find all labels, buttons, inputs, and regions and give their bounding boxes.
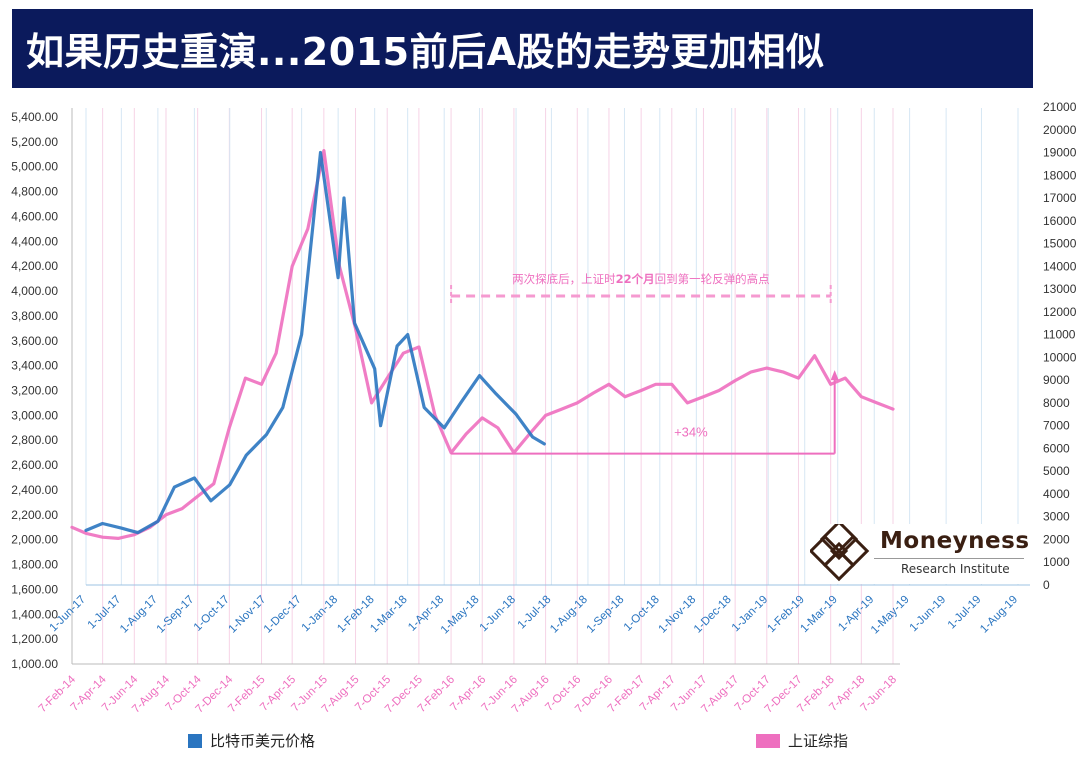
- blue-date-label: 1-Sep-17: [155, 594, 197, 636]
- left-axis-tick-label: 2,600.00: [11, 458, 58, 472]
- left-axis-tick-label: 5,000.00: [11, 160, 58, 174]
- left-axis-tick-label: 3,800.00: [11, 309, 58, 323]
- blue-date-label: 1-Dec-17: [262, 594, 304, 636]
- blue-date-label: 1-Aug-17: [118, 594, 160, 636]
- right-axis-tick-label: 17000: [1043, 191, 1077, 205]
- right-axis-tick-label: 19000: [1043, 146, 1077, 160]
- blue-date-label: 1-Nov-17: [226, 594, 268, 636]
- legend-label-sh: 上证综指: [788, 732, 849, 750]
- left-axis-tick-label: 2,800.00: [11, 433, 58, 447]
- left-axis-tick-label: 4,600.00: [11, 209, 58, 223]
- bracket-note: 两次探底后，上证时22个月回到第一轮反弹的高点: [512, 272, 770, 286]
- right-axis-tick-label: 14000: [1043, 259, 1077, 273]
- left-axis-tick-label: 4,000.00: [11, 284, 58, 298]
- legend-swatch-sh: [756, 733, 780, 748]
- blue-date-label: 1-Sep-18: [585, 594, 627, 636]
- right-axis-tick-label: 3000: [1043, 510, 1070, 524]
- title-bar: 如果历史重演...2015前后A股的走势更加相似: [12, 9, 1033, 88]
- left-axis-tick-label: 4,200.00: [11, 259, 58, 273]
- left-axis-tick-label: 3,600.00: [11, 334, 58, 348]
- left-axis-tick-label: 1,600.00: [11, 582, 58, 596]
- right-axis-tick-label: 5000: [1043, 464, 1070, 478]
- blue-date-label: 1-Dec-18: [692, 594, 734, 636]
- left-axis-tick-label: 1,800.00: [11, 558, 58, 572]
- gain-arrowhead: [830, 370, 839, 381]
- left-axis-tick-label: 1,200.00: [11, 632, 58, 646]
- right-axis-tick-label: 4000: [1043, 487, 1070, 501]
- right-axis-tick-label: 6000: [1043, 441, 1070, 455]
- brand-divider: [874, 558, 1024, 559]
- left-axis-tick-label: 5,400.00: [11, 110, 58, 124]
- brand-logo: Moneyness Research Institute: [808, 519, 1030, 584]
- left-axis-tick-label: 1,000.00: [11, 657, 58, 671]
- left-axis-tick-label: 4,800.00: [11, 185, 58, 199]
- left-axis-tick-label: 2,400.00: [11, 483, 58, 497]
- right-axis-tick-label: 13000: [1043, 282, 1077, 296]
- blue-date-label: 1-Jan-19: [730, 594, 771, 635]
- right-axis-tick-label: 16000: [1043, 214, 1077, 228]
- right-axis-tick-label: 8000: [1043, 396, 1070, 410]
- left-axis-tick-label: 1,400.00: [11, 607, 58, 621]
- blue-date-label: 1-Jul-18: [516, 594, 554, 632]
- blue-date-label: 1-Jun-19: [908, 594, 949, 635]
- series-line-shanghai: [70, 149, 895, 541]
- legend-item-sh: 上证综指: [756, 730, 848, 751]
- series-line-bitcoin: [84, 150, 546, 535]
- blue-date-label: 1-Nov-18: [657, 594, 699, 636]
- right-axis-tick-label: 18000: [1043, 168, 1077, 182]
- right-axis-tick-label: 15000: [1043, 237, 1077, 251]
- moneyness-logo-icon: [808, 519, 870, 582]
- blue-date-label: 1-Jul-19: [946, 594, 984, 632]
- left-axis-tick-label: 5,200.00: [11, 135, 58, 149]
- blue-date-label: 1-Jun-18: [478, 594, 519, 635]
- legend-item-btc: 比特币美元价格: [188, 730, 315, 751]
- left-axis-tick-label: 3,000.00: [11, 408, 58, 422]
- left-axis-tick-label: 2,000.00: [11, 533, 58, 547]
- right-axis-tick-label: 0: [1043, 578, 1050, 592]
- brand-subtitle: Research Institute: [901, 562, 1010, 576]
- left-axis-tick-label: 3,400.00: [11, 359, 58, 373]
- blue-date-label: 1-Aug-19: [978, 594, 1020, 636]
- right-axis-tick-label: 9000: [1043, 373, 1070, 387]
- blue-date-label: 1-Jan-18: [300, 594, 341, 635]
- right-axis-tick-label: 10000: [1043, 350, 1077, 364]
- brand-name: Moneyness: [880, 528, 1030, 554]
- blue-date-label: 1-Aug-18: [548, 594, 590, 636]
- right-axis-tick-label: 11000: [1043, 328, 1076, 342]
- right-axis-tick-label: 20000: [1043, 123, 1077, 137]
- legend-label-btc: 比特币美元价格: [210, 732, 316, 750]
- page-title: 如果历史重演...2015前后A股的走势更加相似: [26, 30, 825, 74]
- right-axis-tick-label: 2000: [1043, 532, 1070, 546]
- left-axis-tick-label: 2,200.00: [11, 508, 58, 522]
- right-axis-tick-label: 7000: [1043, 419, 1070, 433]
- blue-date-label: 1-May-18: [439, 594, 482, 637]
- legend-swatch-btc: [188, 733, 202, 748]
- left-axis-tick-label: 4,400.00: [11, 234, 58, 248]
- gain-label: +34%: [674, 425, 708, 440]
- blue-date-label: 1-May-19: [869, 594, 912, 637]
- right-axis-tick-label: 1000: [1043, 555, 1070, 569]
- left-axis-tick-label: 3,200.00: [11, 384, 58, 398]
- blue-date-label: 1-Jul-17: [86, 594, 124, 632]
- right-axis-tick-label: 21000: [1043, 100, 1077, 114]
- right-axis-tick-label: 12000: [1043, 305, 1077, 319]
